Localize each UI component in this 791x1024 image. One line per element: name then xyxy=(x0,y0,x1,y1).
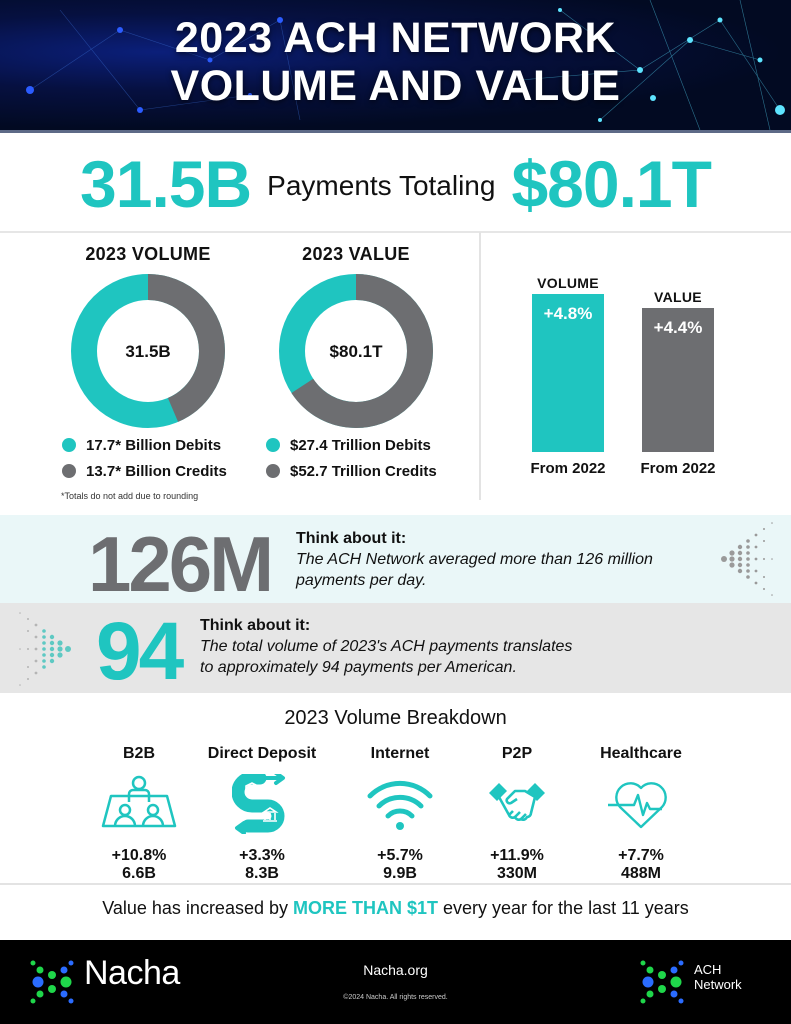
think-body-line-1: The total volume of 2023's ACH payments … xyxy=(200,638,573,655)
breakdown-label: P2P xyxy=(501,745,533,762)
headline-summary: 31.5B Payments Totaling $80.1T xyxy=(0,138,791,230)
value-growth-bar: +4.4% xyxy=(642,308,714,452)
network-background-graphic xyxy=(26,0,785,130)
per-american-text: Think about it: The total volume of 2023… xyxy=(200,615,572,678)
ach-network-logo-icon xyxy=(640,960,684,1004)
dotted-arrow-right-icon xyxy=(19,612,71,686)
daily-payments-stat: 126M xyxy=(88,520,274,608)
breakdown-change: +3.3% xyxy=(239,847,285,864)
think-heading: Think about it: xyxy=(296,530,407,547)
value-donut-graphic xyxy=(279,274,433,428)
think-body-line-2: to approximately 94 payments per America… xyxy=(200,659,517,676)
title-line-2: VOLUME AND VALUE xyxy=(170,62,621,110)
header-banner: 2023 ACH NETWORK VOLUME AND VALUE xyxy=(0,0,791,130)
gray-dot-icon xyxy=(62,464,76,478)
section-divider xyxy=(0,231,791,233)
volume-donut-chart: 2023 VOLUME 31.5B xyxy=(58,244,238,429)
tagline-text: every year for the last 11 years xyxy=(438,898,689,918)
volume-growth-value: +4.8% xyxy=(543,304,593,323)
section-divider xyxy=(0,883,791,885)
nacha-website-link[interactable]: Nacha.org xyxy=(363,962,428,978)
nacha-logo-icon xyxy=(30,960,74,1004)
header-divider xyxy=(0,130,791,133)
breakdown-label: Healthcare xyxy=(600,745,682,762)
breakdown-item-direct-deposit: Direct Deposit +3.3% 8.3B xyxy=(187,745,337,883)
breakdown-title: 2023 Volume Breakdown xyxy=(284,707,507,729)
dotted-arrow-left-icon xyxy=(721,522,773,596)
volume-legend: 17.7* Billion Debits 13.7* Billion Credi… xyxy=(62,432,227,484)
value-bar-footer: From 2022 xyxy=(640,460,716,477)
value-growth-tagline: Value has increased by MORE THAN $1T eve… xyxy=(0,898,791,919)
tagline-highlight: MORE THAN $1T xyxy=(293,898,439,918)
value-donut-title: 2023 VALUE xyxy=(302,244,410,264)
volume-donut-center: 31.5B xyxy=(125,342,171,361)
breakdown-volume: 8.3B xyxy=(245,865,279,882)
wifi-icon xyxy=(325,773,475,835)
volume-growth-bar: +4.8% xyxy=(532,294,604,452)
volume-bar-label: VOLUME xyxy=(537,275,599,291)
breakdown-volume: 488M xyxy=(620,865,662,882)
think-about-it-band-per-american: 94 Think about it: The total volume of 2… xyxy=(0,603,791,697)
tagline-text: Value has increased by xyxy=(102,898,293,918)
money-transfer-icon xyxy=(187,773,337,835)
legend-label: $27.4 Trillion Debits xyxy=(290,436,431,454)
headline-value: $80.1T xyxy=(511,147,711,221)
ach-network-line-1: ACH xyxy=(694,962,722,977)
gray-dot-icon xyxy=(266,464,280,478)
value-legend: $27.4 Trillion Debits $52.7 Trillion Cre… xyxy=(266,432,437,484)
breakdown-volume: 6.6B xyxy=(122,865,156,882)
ach-network-line-2: Network xyxy=(694,977,742,992)
breakdown-change: +10.8% xyxy=(111,847,167,864)
copyright-text: ©2024 Nacha. All rights reserved. xyxy=(343,994,448,1001)
legend-label: 13.7* Billion Credits xyxy=(86,462,227,480)
handshake-icon xyxy=(442,773,592,835)
breakdown-volume: 330M xyxy=(496,865,538,882)
legend-label: 17.7* Billion Debits xyxy=(86,436,222,454)
breakdown-item-b2b: B2B +10.8% 6.6B xyxy=(64,745,214,883)
per-american-stat: 94 xyxy=(96,606,184,697)
teal-dot-icon xyxy=(266,438,280,452)
title-line-1: 2023 ACH NETWORK xyxy=(174,14,617,62)
page-title: 2023 ACH NETWORK VOLUME AND VALUE xyxy=(0,14,791,110)
breakdown-item-internet: Internet +5.7% 9.9B xyxy=(325,745,475,883)
think-body-line-1: The ACH Network averaged more than 126 m… xyxy=(296,551,653,568)
breakdown-change: +5.7% xyxy=(377,847,423,864)
headline-volume: 31.5B xyxy=(80,147,252,221)
headline-connector: Payments Totaling xyxy=(267,170,496,201)
breakdown-volume: 9.9B xyxy=(383,865,417,882)
value-donut-center: $80.1T xyxy=(329,342,383,361)
ach-network-wordmark: ACH Network xyxy=(694,962,742,992)
teal-dot-icon xyxy=(62,438,76,452)
value-donut-chart: 2023 VALUE $80.1T xyxy=(266,244,446,429)
volume-donut-title: 2023 VOLUME xyxy=(85,244,211,264)
nacha-wordmark: Nacha xyxy=(84,954,180,992)
think-body-line-2: payments per day. xyxy=(296,572,427,589)
legend-item-debits: 17.7* Billion Debits xyxy=(62,432,227,458)
breakdown-label: Internet xyxy=(370,745,430,762)
breakdown-change: +11.9% xyxy=(490,847,544,864)
footer: Nacha Nacha.org ©2024 Nacha. All rights … xyxy=(0,940,791,1024)
breakdown-item-healthcare: Healthcare +7.7% 488M xyxy=(566,745,716,883)
value-growth-value: +4.4% xyxy=(653,318,703,337)
breakdown-item-p2p: P2P +11.9% 330M xyxy=(442,745,592,883)
breakdown-change: +7.7% xyxy=(618,847,664,864)
breakdown-label: Direct Deposit xyxy=(207,745,317,762)
legend-item-credits: $52.7 Trillion Credits xyxy=(266,458,437,484)
value-bar-label: VALUE xyxy=(654,289,702,305)
heart-pulse-icon xyxy=(566,773,716,835)
think-about-it-band-daily: 126M Think about it: The ACH Network ave… xyxy=(0,515,791,608)
vertical-divider xyxy=(479,232,481,500)
legend-label: $52.7 Trillion Credits xyxy=(290,462,437,480)
rounding-footnote: *Totals do not add due to rounding xyxy=(61,491,199,501)
daily-payments-text: Think about it: The ACH Network averaged… xyxy=(296,528,653,591)
meeting-table-icon xyxy=(64,773,214,835)
think-heading: Think about it: xyxy=(200,617,311,634)
legend-item-debits: $27.4 Trillion Debits xyxy=(266,432,437,458)
volume-bar-footer: From 2022 xyxy=(530,460,606,477)
legend-item-credits: 13.7* Billion Credits xyxy=(62,458,227,484)
breakdown-label: B2B xyxy=(122,745,155,762)
volume-donut-graphic xyxy=(71,274,225,428)
